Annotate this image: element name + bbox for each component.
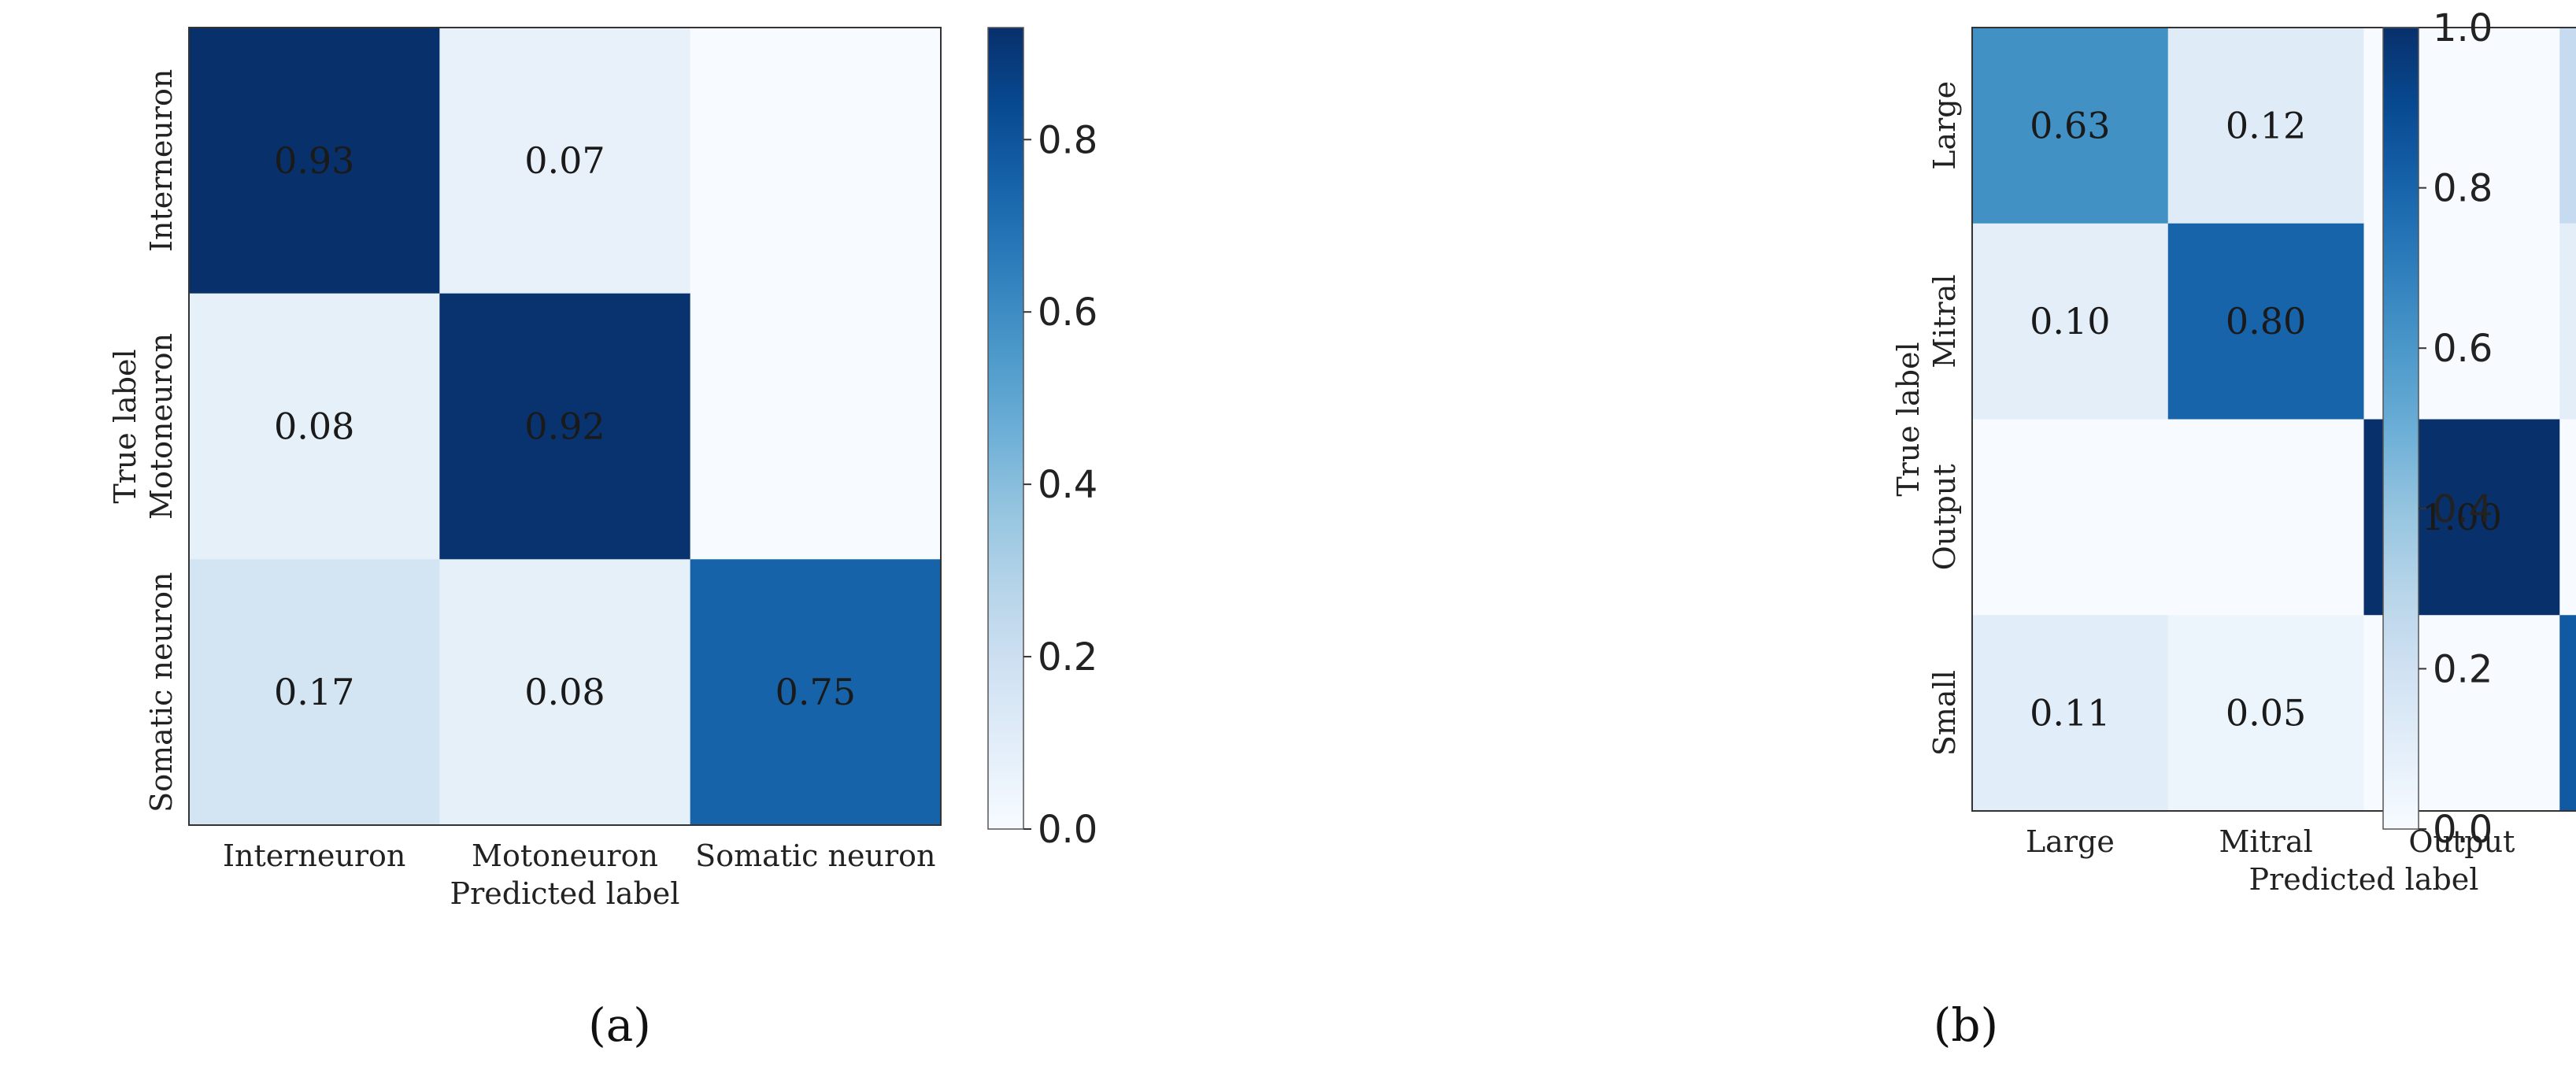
y-tick-label: Mitral [1927,274,1962,368]
colorbar-tick-label: 0.0 [2433,808,2493,852]
heatmap-cell [690,559,942,826]
y-tick-label: Small [1927,670,1962,756]
x-tick-label: Motoneuron [472,838,658,873]
colorbar-tick-label: 0.6 [1038,291,1097,335]
colorbar-tick-label: 0.2 [2433,647,2493,691]
x-tick-label: Mitral [2219,824,2312,859]
heatmap-cell [690,293,942,560]
cell-value-label: 0.05 [2226,692,2306,735]
x-tick-label: Large [2026,824,2115,859]
heatmap-cell [189,293,440,560]
heatmap-cell [2559,28,2576,224]
colorbar: 0.0 0.2 0.4 0.6 0.8 [987,27,1097,852]
heatmap-cell [2559,419,2576,616]
heatmap-cell [439,293,691,560]
heatmap-cell [2167,419,2364,616]
heatmap-cell [1972,615,2169,812]
cell-value-label: 0.92 [524,405,605,448]
confusion-matrix-panel-b: 0.630.120.250.100.800.101.000.110.050.84… [1891,6,2576,1052]
heatmap-cell [189,559,440,826]
x-tick-label: Interneuron [223,838,405,873]
colorbar: 0.0 0.2 0.4 0.6 0.8 1.0 [2382,6,2493,852]
colorbar-tick-label: 0.4 [1038,463,1097,507]
colorbar-tick-label: 0.6 [2433,327,2493,371]
colorbar-tick-label: 0.8 [2433,167,2493,211]
cell-value-label: 0.17 [274,671,354,713]
cell-value-label: 0.75 [775,671,856,713]
colorbar-bar [2382,27,2419,830]
plot-frame [188,27,942,826]
colorbar-tick-label: 1.0 [2433,6,2493,50]
x-tick-label: Somatic neuron [695,838,935,873]
cell-value-label: 0.93 [274,139,354,182]
heatmap-cell [1972,223,2169,420]
heatmap-cell [690,28,942,294]
cell-value-label: 0.80 [2226,300,2306,342]
x-axis-label: Predicted label [2249,862,2479,897]
colorbar-tick-label: 0.4 [2433,487,2493,531]
colorbar-bar [987,27,1024,830]
cell-value-label: 0.63 [2030,104,2110,146]
cell-value-label: 0.08 [524,671,605,713]
plot-frame [1971,27,2576,812]
heatmap-cell [2559,615,2576,812]
colorbar-tick-label: 0.2 [1038,635,1097,679]
y-tick-label: Output [1927,464,1962,570]
cell-value-label: 0.08 [274,405,354,448]
panel-label: (a) [588,998,651,1052]
confusion-matrix-panel-a: 0.93 0.07 0.08 0.92 0.17 0.08 0.75 Interneuron M… [108,27,1097,1052]
heatmap-cell [2167,28,2364,224]
y-tick-label: Large [1927,81,1962,170]
cell-value-label: 0.10 [2030,300,2110,342]
heatmap-cell [189,28,440,294]
cell-value-label: 1.00 [2422,496,2502,539]
y-tick-label: Motoneuron [144,333,179,520]
y-axis-label: True label [108,349,142,503]
x-tick-label: Output [2408,824,2515,859]
y-axis-label: True label [1891,342,1926,496]
heatmap-cell [2167,223,2364,420]
cell-value-label: 0.11 [2030,692,2110,735]
heatmap-cell [1972,28,2169,224]
heatmap-cell [2559,223,2576,420]
y-tick-label: Interneuron [144,69,179,252]
colorbar-tick-label: 0.0 [1038,808,1097,852]
colorbar-tick-label: 0.8 [1038,118,1097,162]
cell-value-label: 0.12 [2226,104,2306,146]
x-axis-label: Predicted label [450,876,680,911]
heatmap-cell [1972,419,2169,616]
panel-label: (b) [1934,998,1998,1052]
heatmap-cell [439,559,691,826]
cell-value-label: 0.07 [524,139,605,182]
heatmap-cell [2167,615,2364,812]
y-tick-label: Somatic neuron [144,572,179,812]
heatmap-cell [439,28,691,294]
